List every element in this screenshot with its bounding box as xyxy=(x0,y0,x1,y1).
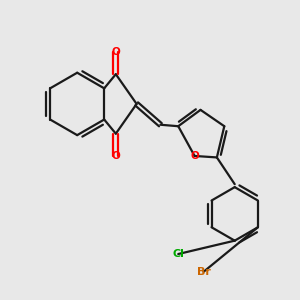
Text: Cl: Cl xyxy=(172,249,184,259)
Text: O: O xyxy=(190,151,199,161)
Text: O: O xyxy=(111,47,120,57)
Text: Br: Br xyxy=(196,267,210,277)
Text: O: O xyxy=(111,151,120,161)
